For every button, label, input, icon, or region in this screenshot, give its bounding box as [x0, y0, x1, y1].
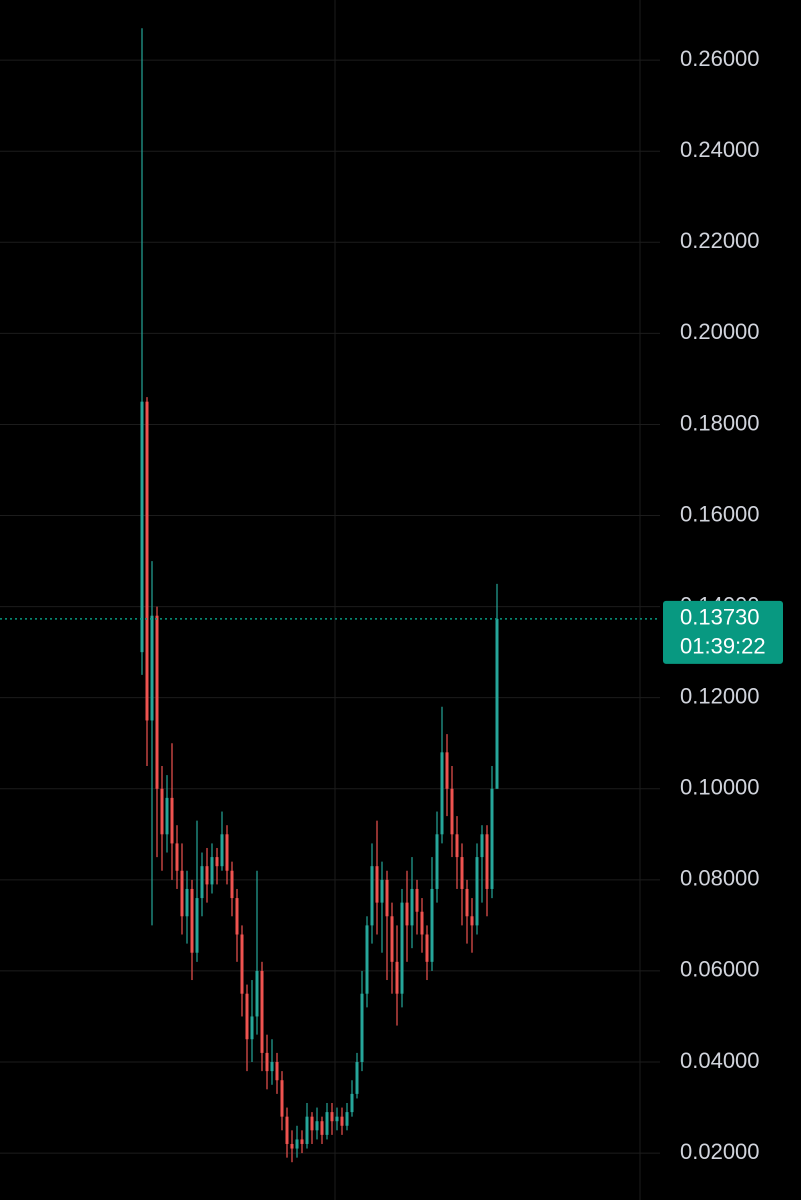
candle-body	[415, 888, 419, 912]
candle-body	[220, 834, 224, 867]
candle-body	[365, 925, 369, 994]
candle-body	[215, 857, 219, 867]
candle-body	[400, 902, 404, 994]
candle-body	[380, 879, 384, 903]
candle-body	[355, 1062, 359, 1094]
candle-body	[180, 870, 184, 917]
candle-body	[335, 1116, 339, 1122]
candle-body	[175, 843, 179, 871]
candle-body	[160, 788, 164, 835]
countdown: 01:39:22	[680, 634, 766, 659]
candle-body	[150, 615, 154, 721]
candle-body	[155, 615, 159, 789]
candle-body	[250, 1016, 254, 1040]
candle-body	[205, 866, 209, 885]
candle-body	[495, 618, 499, 789]
candle-body	[375, 866, 379, 903]
y-tick-label: 0.16000	[680, 501, 760, 526]
candle-body	[475, 857, 479, 926]
candle-body	[275, 1062, 279, 1081]
y-tick-label: 0.26000	[680, 46, 760, 71]
candle-body	[360, 993, 364, 1063]
y-tick-label: 0.12000	[680, 683, 760, 708]
candle-body	[255, 970, 259, 1017]
y-tick-label: 0.06000	[680, 957, 760, 982]
candle-body	[325, 1112, 329, 1135]
candle-body	[230, 870, 234, 899]
candle-body	[395, 961, 399, 994]
candle-body	[345, 1112, 349, 1126]
candle-body	[420, 911, 424, 935]
candle-body	[240, 934, 244, 994]
candle-body	[235, 898, 239, 935]
candle-body	[260, 970, 264, 1053]
candle-body	[490, 788, 494, 889]
candle-body	[370, 866, 374, 926]
candle-body	[470, 916, 474, 926]
last-price-label: 0.13730	[680, 605, 760, 630]
y-tick-label: 0.08000	[680, 866, 760, 891]
candle-body	[270, 1062, 274, 1072]
candle-body	[390, 916, 394, 962]
candle-body	[295, 1139, 299, 1149]
candle-body	[340, 1116, 344, 1126]
candle-body	[425, 934, 429, 962]
candle-body	[210, 857, 214, 885]
candle-body	[165, 797, 169, 835]
y-tick-label: 0.22000	[680, 228, 760, 253]
y-tick-label: 0.24000	[680, 137, 760, 162]
candle-body	[445, 752, 449, 789]
y-tick-label: 0.04000	[680, 1048, 760, 1073]
candle-body	[450, 788, 454, 835]
candle-body	[385, 879, 389, 917]
candle-body	[405, 902, 409, 926]
candle-body	[200, 866, 204, 899]
candle-body	[440, 752, 444, 835]
candle-body	[190, 888, 194, 953]
candle-body	[300, 1139, 304, 1144]
candle-body	[315, 1121, 319, 1131]
candle-body	[305, 1116, 309, 1144]
candle-body	[285, 1116, 289, 1144]
y-tick-label: 0.20000	[680, 319, 760, 344]
candle-body	[170, 797, 174, 844]
candle-body	[485, 834, 489, 889]
candle-body	[280, 1080, 284, 1117]
candle-body	[460, 857, 464, 889]
candle-body	[465, 888, 469, 917]
candle-body	[480, 834, 484, 858]
candle-body	[185, 888, 189, 917]
candle-body	[350, 1093, 354, 1113]
candle-body	[310, 1116, 314, 1131]
candle-body	[145, 401, 149, 721]
candle-body	[195, 898, 199, 953]
candle-body	[140, 401, 144, 653]
y-tick-label: 0.10000	[680, 775, 760, 800]
y-tick-label: 0.02000	[680, 1139, 760, 1164]
candle-body	[290, 1143, 294, 1149]
candle-body	[245, 993, 249, 1040]
candle-body	[435, 834, 439, 889]
candle-body	[330, 1112, 334, 1122]
candle-body	[265, 1052, 269, 1072]
candle-body	[410, 888, 414, 926]
price-tag	[663, 600, 783, 664]
candle-body	[430, 888, 434, 962]
candle-body	[225, 834, 229, 871]
candle-body	[320, 1121, 324, 1135]
y-tick-label: 0.18000	[680, 410, 760, 435]
candle-body	[455, 834, 459, 858]
